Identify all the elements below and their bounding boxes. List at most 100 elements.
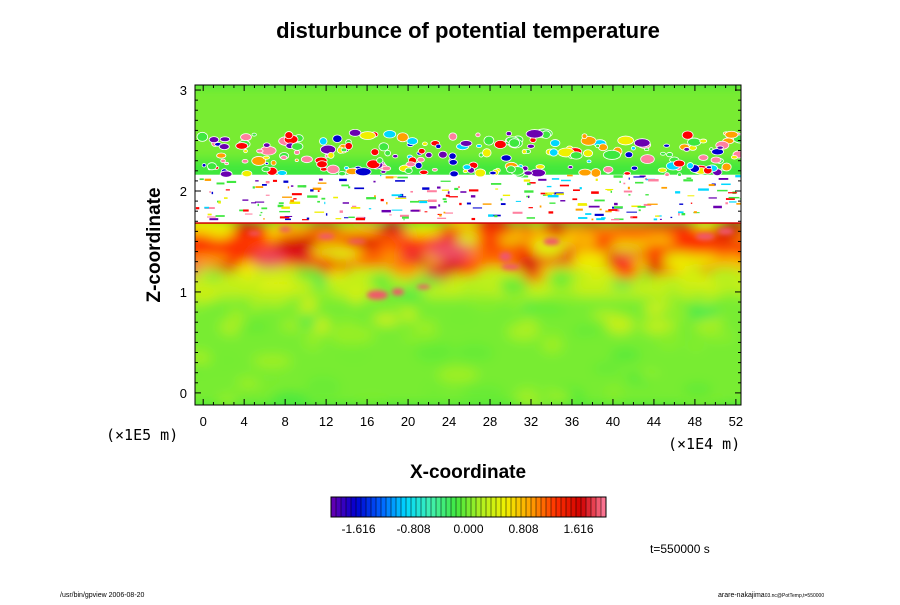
speckle bbox=[645, 194, 649, 196]
texture-blob bbox=[681, 382, 714, 398]
speckle bbox=[277, 204, 284, 208]
wave-blob bbox=[567, 165, 574, 170]
texture-blob bbox=[423, 379, 445, 402]
speckle bbox=[647, 203, 658, 205]
wave-blob bbox=[724, 130, 739, 139]
colorbar-swatch bbox=[411, 497, 417, 517]
speckle bbox=[678, 213, 680, 216]
x-tick-label: 40 bbox=[606, 414, 620, 429]
wave-blob bbox=[664, 172, 670, 177]
speckle bbox=[639, 175, 646, 177]
x-axis-label: X-coordinate bbox=[410, 462, 526, 483]
speckle bbox=[468, 189, 479, 192]
speckle bbox=[209, 218, 219, 221]
wave-blob bbox=[326, 164, 340, 175]
texture-blob bbox=[195, 255, 231, 265]
y-tick-label: 0 bbox=[180, 386, 187, 401]
colorbar-swatch bbox=[576, 497, 582, 517]
colorbar-swatch bbox=[436, 497, 442, 517]
colorbar-swatch bbox=[361, 497, 367, 517]
speckle bbox=[686, 177, 692, 180]
wave-blob bbox=[319, 137, 328, 146]
footer-left: /usr/bin/gpview 2006-08-20 bbox=[60, 592, 145, 599]
texture-blob bbox=[237, 321, 271, 333]
texture-blob bbox=[195, 290, 219, 302]
speckle bbox=[594, 213, 604, 216]
wave-blob bbox=[261, 166, 271, 173]
colorbar-tick-label: 1.616 bbox=[563, 522, 593, 536]
speckle bbox=[204, 206, 210, 209]
texture-blob bbox=[612, 226, 651, 241]
speckle bbox=[539, 205, 542, 208]
wave-blob bbox=[206, 162, 217, 171]
wave-blob bbox=[623, 171, 632, 176]
colorbar-swatch bbox=[501, 497, 507, 517]
colorbar-swatch bbox=[481, 497, 487, 517]
texture-blob bbox=[217, 287, 240, 299]
speckle bbox=[293, 198, 297, 200]
speckle bbox=[244, 213, 253, 215]
wave-blob bbox=[370, 148, 380, 156]
speckle bbox=[348, 216, 355, 219]
speckle bbox=[381, 209, 391, 213]
texture-blob bbox=[718, 289, 741, 298]
texture-blob bbox=[591, 364, 623, 373]
texture-blob bbox=[672, 306, 693, 320]
x-tick-label: 8 bbox=[282, 414, 289, 429]
wave-blob bbox=[570, 151, 583, 160]
speckle bbox=[575, 208, 583, 211]
speckle bbox=[297, 185, 307, 188]
footer-right-sub: 03.nc@PotTemp,t=550000 bbox=[765, 593, 825, 599]
speckle bbox=[223, 197, 228, 199]
speckle bbox=[386, 201, 388, 205]
texture-blob bbox=[239, 239, 280, 252]
wave-blob bbox=[224, 161, 230, 166]
wave-blob bbox=[459, 140, 473, 147]
speckle bbox=[255, 180, 259, 182]
colorbar-swatch bbox=[601, 497, 607, 517]
wave-blob bbox=[448, 159, 458, 166]
texture-blob bbox=[373, 315, 400, 324]
texture-blob bbox=[645, 261, 662, 277]
speckle bbox=[410, 209, 420, 212]
speckle bbox=[426, 190, 437, 193]
wave-blob bbox=[686, 162, 694, 170]
texture-blob bbox=[408, 277, 445, 286]
speckle bbox=[594, 199, 605, 202]
speckle bbox=[661, 186, 668, 189]
texture-blob bbox=[610, 280, 635, 290]
texture-blob bbox=[456, 232, 480, 246]
speckle bbox=[567, 174, 573, 177]
hot-spot bbox=[347, 239, 367, 244]
speckle bbox=[579, 187, 582, 190]
colorbar-swatch bbox=[486, 497, 492, 517]
speckle bbox=[355, 217, 366, 221]
speckle bbox=[736, 203, 741, 205]
speckle bbox=[572, 198, 578, 201]
colorbar-tick-label: -0.808 bbox=[396, 522, 430, 536]
speckle bbox=[528, 207, 533, 209]
texture-blob bbox=[376, 245, 391, 257]
speckle bbox=[588, 205, 600, 208]
hot-spot bbox=[499, 251, 512, 262]
wave-blob bbox=[284, 131, 294, 140]
colorbar-swatch bbox=[546, 497, 552, 517]
speckle bbox=[560, 200, 566, 202]
speckle bbox=[577, 203, 587, 206]
colorbar-swatch bbox=[336, 497, 342, 517]
speckle bbox=[261, 184, 267, 186]
hot-spot bbox=[279, 226, 292, 232]
speckle bbox=[546, 185, 552, 188]
wave-blob bbox=[262, 142, 271, 148]
texture-blob bbox=[535, 328, 564, 342]
wave-blob bbox=[251, 132, 257, 137]
speckle bbox=[648, 179, 659, 182]
wave-blob bbox=[220, 158, 226, 163]
texture-blob bbox=[348, 289, 364, 304]
speckle bbox=[548, 211, 554, 214]
speckle bbox=[341, 184, 349, 187]
x-axis-ticks: 0 4 8 12 16 20 24 28 32 36 40 44 48 52 bbox=[200, 85, 743, 429]
speckle bbox=[195, 207, 200, 210]
speckle bbox=[398, 196, 407, 198]
colorbar-swatch bbox=[526, 497, 532, 517]
